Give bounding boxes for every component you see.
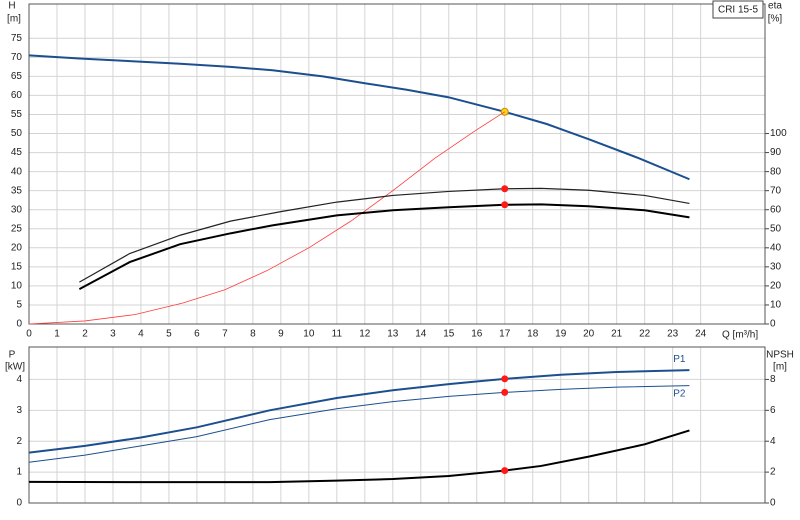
y-tick-label: 10 [11,281,23,292]
curve [28,369,690,454]
x-tick-label: 4 [138,329,144,340]
y2-tick-label: 4 [770,436,776,447]
y-tick-label: 35 [11,185,23,196]
label-box [712,0,764,19]
x-tick-label: 18 [527,329,539,340]
y2-tick-label: 30 [770,261,782,272]
y-tick-label: 2 [16,436,22,447]
y2-axis-label: NPSH [766,350,794,361]
y2-tick-label: 90 [770,147,782,158]
y-tick-label: 70 [11,52,23,63]
y2-tick-label: 20 [770,281,782,292]
y-axis-label: H [8,1,15,12]
x-tick-label: 10 [303,329,315,340]
x-tick-label: 17 [499,329,511,340]
x-tick-label: 14 [415,329,427,340]
y2-tick-label: 100 [770,128,787,139]
y-tick-label: 50 [11,128,23,139]
x-tick-label: 23 [667,329,679,340]
y2-tick-label: 0 [770,319,776,330]
curve [28,111,505,325]
y2-axis-unit: [%] [768,14,783,25]
y-tick-label: 20 [11,242,23,253]
y2-tick-label: 60 [770,204,782,215]
operating-point [501,467,509,475]
plot-frame [28,346,766,504]
x-tick-label: 19 [555,329,567,340]
y2-axis-unit: [m] [773,362,787,373]
y-tick-label: 40 [11,166,23,177]
x-tick-label: 12 [359,329,371,340]
y2-tick-label: 8 [770,374,776,385]
y-tick-label: 75 [11,33,23,44]
y-tick-label: 15 [11,261,23,272]
curve [28,385,690,463]
x-axis-label: Q [m³/h] [722,330,758,341]
operating-point [501,388,509,396]
x-tick-label: 16 [471,329,483,340]
y-tick-label: 0 [16,319,22,330]
y-tick-label: 4 [16,374,22,385]
y2-tick-label: 70 [770,185,782,196]
y-tick-label: 25 [11,223,23,234]
x-tick-label: 5 [166,329,172,340]
y-axis-label: P [9,350,16,361]
x-tick-label: 24 [695,329,707,340]
x-tick-label: 0 [26,329,32,340]
x-tick-label: 7 [222,329,228,340]
y-tick-label: 0 [16,498,22,509]
x-tick-label: 1 [54,329,60,340]
y2-tick-label: 80 [770,166,782,177]
plots: 0 1 2 3 4 5 6 7 8 9 10 11 12 13 14 15 16 17 18 19 20 21 22 23 24… [11,3,787,509]
y-axis-unit: [kW] [5,362,25,373]
y2-tick-label: 10 [770,300,782,311]
x-tick-label: 15 [443,329,455,340]
pump-label: CRI 15-5 [718,5,758,16]
x-tick-label: 8 [250,329,256,340]
y-tick-label: 5 [16,300,22,311]
x-tick-label: 13 [387,329,399,340]
curve [28,429,690,484]
x-tick-label: 3 [110,329,116,340]
y-tick-label: 1 [16,467,22,478]
y-tick-label: 3 [16,405,22,416]
y2-tick-label: 40 [770,242,782,253]
curve [28,54,690,181]
x-tick-label: 11 [332,329,343,340]
x-tick-label: 9 [278,329,284,340]
y-tick-label: 65 [11,71,23,82]
x-tick-label: 2 [82,329,88,340]
operating-point [501,185,509,193]
plot-frame [28,3,766,325]
y2-axis-label: eta [768,1,782,12]
y2-tick-label: 6 [770,405,776,416]
curve [79,187,690,283]
y-tick-label: 30 [11,204,23,215]
y-tick-label: 60 [11,90,23,101]
operating-point [501,375,509,383]
y-tick-label: 45 [11,147,23,158]
y-tick-label: 55 [11,109,23,120]
x-tick-label: 20 [583,329,595,340]
series-label: P1 [673,354,686,365]
curve [78,203,690,291]
series-label: P2 [673,388,686,399]
y-axis-unit: [m] [7,14,21,25]
operating-point [501,201,509,209]
x-tick-label: 6 [194,329,200,340]
y2-tick-label: 50 [770,223,782,234]
y2-tick-label: 0 [770,498,776,509]
x-tick-label: 21 [611,329,623,340]
y2-tick-label: 2 [770,467,776,478]
x-tick-label: 22 [639,329,651,340]
